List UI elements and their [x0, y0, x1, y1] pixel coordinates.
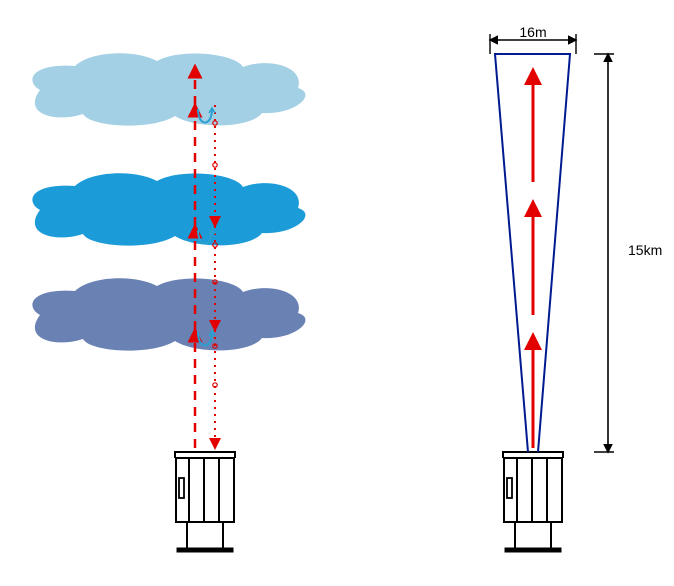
cloud-layer-0: [32, 53, 305, 125]
scatter-marker-1: [213, 163, 217, 167]
cloud-layer-1: [32, 173, 305, 245]
cloud-layer-2: [32, 278, 305, 350]
ceilometer-instrument: [175, 452, 235, 552]
dim-height-label: 15km: [628, 242, 662, 258]
ceilometer-instrument: [503, 452, 563, 552]
dim-width-label: 16m: [519, 24, 546, 40]
ceilometer-diagram: 16m 15km: [0, 0, 674, 586]
